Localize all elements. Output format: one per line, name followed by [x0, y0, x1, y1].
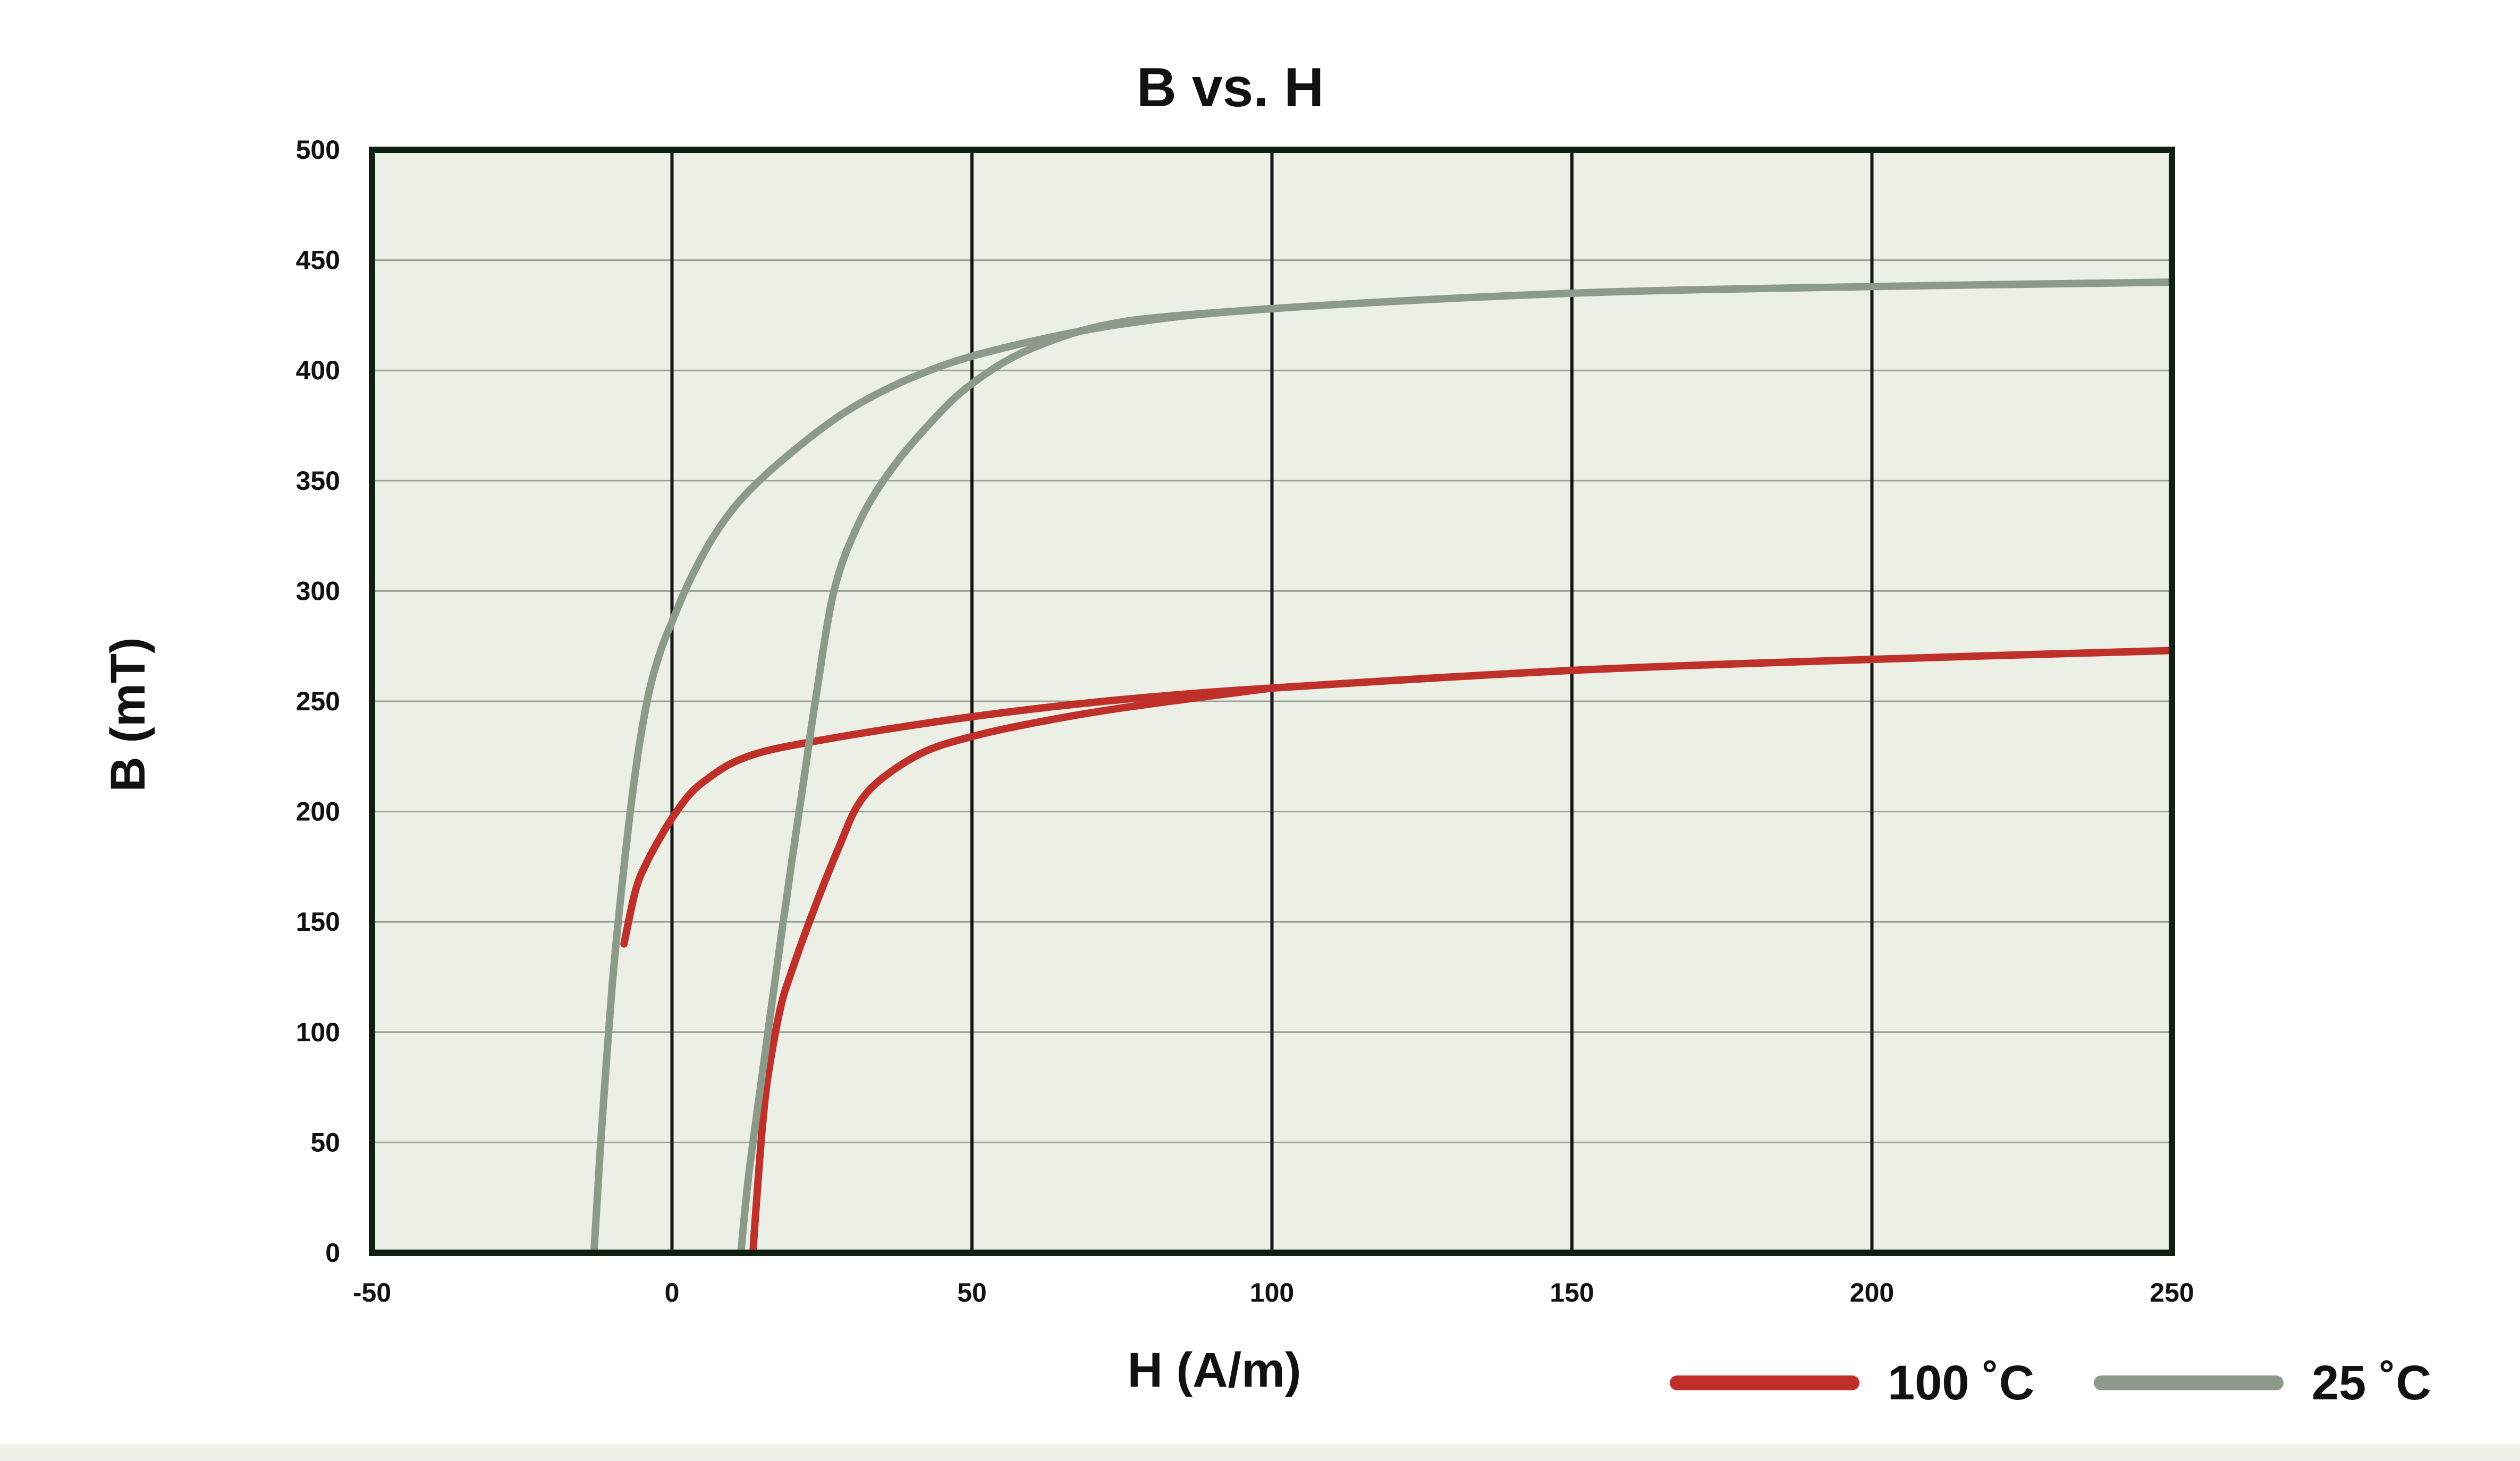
- curves: [590, 278, 2172, 1253]
- x-tick-label: -50: [353, 1278, 391, 1307]
- legend-label-25c: 25 ˚C: [2312, 1356, 2431, 1410]
- y-tick-label: 350: [296, 466, 340, 496]
- series-25c-branch-ascending: [737, 304, 1276, 1253]
- series-100c-branch-ascending: [749, 684, 1276, 1253]
- x-axis-title: H (A/m): [1127, 1343, 1301, 1397]
- plot-frame: [369, 147, 2175, 1256]
- y-tick-label: 0: [325, 1238, 340, 1268]
- x-tick-label: 100: [1250, 1278, 1294, 1307]
- x-tick-label: 150: [1550, 1278, 1594, 1307]
- x-tick-label: 0: [665, 1278, 680, 1307]
- chart-title: B vs. H: [1137, 57, 1324, 118]
- bottom-strip: [0, 1444, 2520, 1461]
- y-tick-label: 500: [296, 135, 340, 165]
- axes: 0 50 100 150 200 250 300 350 400 450 500 -50 0 50 100 1…: [296, 135, 2194, 1307]
- y-tick-label: 450: [296, 245, 340, 275]
- x-tick-label: 200: [1850, 1278, 1894, 1307]
- series-100c-branch-descending: [620, 647, 2172, 948]
- y-tick-label: 100: [296, 1017, 340, 1047]
- x-tick-label: 250: [2150, 1278, 2194, 1307]
- legend: 100 ˚C 25 ˚C: [1670, 1356, 2431, 1410]
- y-tick-label: 50: [310, 1127, 340, 1157]
- x-tick-label: 50: [957, 1278, 987, 1307]
- plot-area: [372, 150, 2172, 1253]
- y-tick-label: 300: [296, 576, 340, 606]
- y-tick-label: 200: [296, 797, 340, 827]
- legend-label-100c: 100 ˚C: [1888, 1356, 2034, 1410]
- y-tick-label: 400: [296, 355, 340, 385]
- y-tick-label: 250: [296, 686, 340, 716]
- y-axis-title: B (mT): [101, 637, 155, 792]
- series-25c-branch-descending: [590, 278, 2172, 1253]
- y-tick-label: 150: [296, 907, 340, 937]
